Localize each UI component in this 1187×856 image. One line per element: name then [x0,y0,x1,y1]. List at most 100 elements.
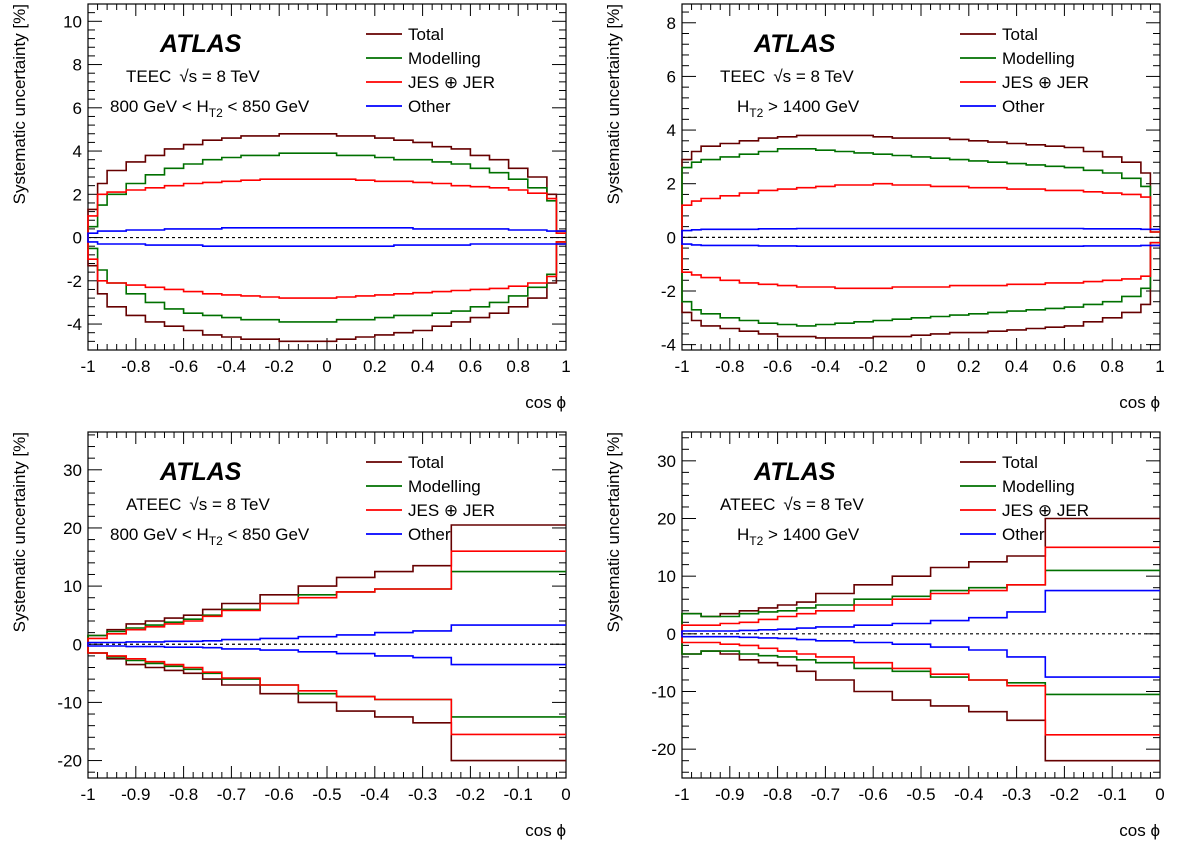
y-tick-label: 6 [73,99,82,118]
y-tick-label: 30 [63,461,82,480]
x-tick-label: -0.1 [1098,785,1127,804]
y-tick-label: 10 [63,577,82,596]
y-tick-label: 8 [667,14,676,33]
legend-entry: JES ⊕ JER [1002,73,1089,92]
y-tick-label: 10 [63,12,82,31]
series-line-total-down [87,644,566,762]
series-line-jes-jer-up [87,178,566,238]
x-tick-label: -0.3 [1002,785,1031,804]
legend-entry: Other [1002,525,1045,544]
y-tick-label: 2 [73,185,82,204]
chart-panel-teec-high: -1 -0.8 -0.6 -0.4 -0.2 0 0.2 0.4 0.6 0.8 1 -4 -2 0 2 4 6… [594,0,1187,428]
atlas-label: ATLAS [753,30,836,58]
y-tick-label: -2 [67,272,82,291]
x-tick-label: -0.4 [360,785,389,804]
series-line-modelling-down [87,237,566,323]
x-tick-label: -0.6 [265,785,294,804]
series-line-other-up [87,227,566,238]
energy-value: √s = 8 TeV [179,67,260,86]
atlas-label: ATLAS [159,458,242,486]
range-tail: > 1400 GeV [763,525,860,544]
series-line-modelling-down [87,644,566,718]
y-tick-label: 4 [73,142,82,161]
series-line-total-up [681,517,1160,634]
chart-panel-ateec-low: -1 -0.9 -0.8 -0.7 -0.6 -0.5 -0.4 -0.3 -0.2 -0.1 0 -… [0,428,593,856]
range-tail: < 850 GeV [223,97,310,116]
x-tick-label: 1 [1155,357,1164,376]
range-label: HT2 > 1400 GeV [737,97,860,120]
x-tick-label: -1 [674,357,689,376]
legend-entry: Modelling [1002,49,1075,68]
x-axis-title: cos ϕ [1119,393,1160,412]
y-tick-label: -10 [57,693,82,712]
series-line-modelling-up [87,152,566,238]
legend-entry: Other [408,97,451,116]
y-tick-label: 0 [73,635,82,654]
x-axis-title: cos ϕ [525,393,566,412]
series-line-jes-jer-up [87,550,566,645]
x-tick-label: -0.9 [121,785,150,804]
range-main: H [737,525,749,544]
y-tick-label: 6 [667,67,676,86]
series-line-other-up [681,227,1160,238]
x-tick-label: -0.6 [859,785,888,804]
legend-entry: Modelling [1002,477,1075,496]
x-tick-label: -1 [80,785,95,804]
series-line-total-up [87,133,566,238]
range-main: 800 GeV < H [110,525,209,544]
y-tick-label: -4 [67,315,82,334]
x-tick-label: -0.6 [763,357,792,376]
x-tick-label: -0.4 [954,785,983,804]
series-line-total-down [681,237,1160,339]
y-tick-label: 20 [657,510,676,529]
legend-entry: Modelling [408,477,481,496]
observable-name: TEEC [720,67,765,86]
atlas-label: ATLAS [753,458,836,486]
x-tick-label: 0.2 [363,357,387,376]
x-tick-label: -0.5 [312,785,341,804]
legend-entry: Total [408,25,444,44]
energy-label: ATEEC √s = 8 TeV [126,495,270,514]
range-subscript: T2 [749,534,763,548]
x-tick-label: -0.8 [763,785,792,804]
x-tick-label: 0.8 [506,357,530,376]
x-tick-label: -0.2 [1050,785,1079,804]
x-tick-label: 0 [1155,785,1164,804]
x-tick-label: -0.5 [906,785,935,804]
y-tick-label: 0 [73,229,82,248]
x-tick-label: 0.6 [1053,357,1077,376]
series-line-total-down [681,633,1160,762]
x-tick-label: -0.7 [217,785,246,804]
legend-entry: JES ⊕ JER [1002,501,1089,520]
x-tick-label: -0.2 [859,357,888,376]
observable-name: ATEEC [720,495,775,514]
y-tick-label: 8 [73,56,82,75]
x-axis-title: cos ϕ [525,821,566,840]
chart-panel-teec-low: -1 -0.8 -0.6 -0.4 -0.2 0 0.2 0.4 0.6 0.8 1 -4 -2 0 2 4 6… [0,0,593,428]
x-tick-label: 0 [916,357,925,376]
y-axis-title: Systematic uncertainty [%] [604,4,623,204]
series-line-jes-jer-down [681,237,1160,290]
series-line-total-up [681,134,1160,238]
chart-panel-ateec-high: -1 -0.9 -0.8 -0.7 -0.6 -0.5 -0.4 -0.3 -0.2 -0.1 0 -… [594,428,1187,856]
x-tick-label: -0.1 [504,785,533,804]
range-label: 800 GeV < HT2 < 850 GeV [110,525,310,548]
chart-svg: -1 -0.9 -0.8 -0.7 -0.6 -0.5 -0.4 -0.3 -0.2 -0.1 0 -… [10,431,571,840]
y-axis-title: Systematic uncertainty [%] [604,432,623,632]
y-tick-label: 20 [63,519,82,538]
y-tick-label: 0 [667,625,676,644]
chart-svg: -1 -0.9 -0.8 -0.7 -0.6 -0.5 -0.4 -0.3 -0.2 -0.1 0 -… [604,431,1165,840]
x-tick-label: -0.9 [715,785,744,804]
x-tick-label: 0.2 [957,357,981,376]
energy-value: √s = 8 TeV [189,495,270,514]
series-line-modelling-down [681,237,1160,327]
legend-entry: Total [408,453,444,472]
x-tick-label: -0.8 [169,785,198,804]
x-tick-label: -1 [80,357,95,376]
atlas-label: ATLAS [159,30,242,58]
y-tick-label: 10 [657,567,676,586]
y-axis-title: Systematic uncertainty [%] [10,4,29,204]
range-tail: < 850 GeV [223,525,310,544]
y-tick-label: -2 [661,282,676,301]
series-line-modelling-up [681,148,1160,238]
